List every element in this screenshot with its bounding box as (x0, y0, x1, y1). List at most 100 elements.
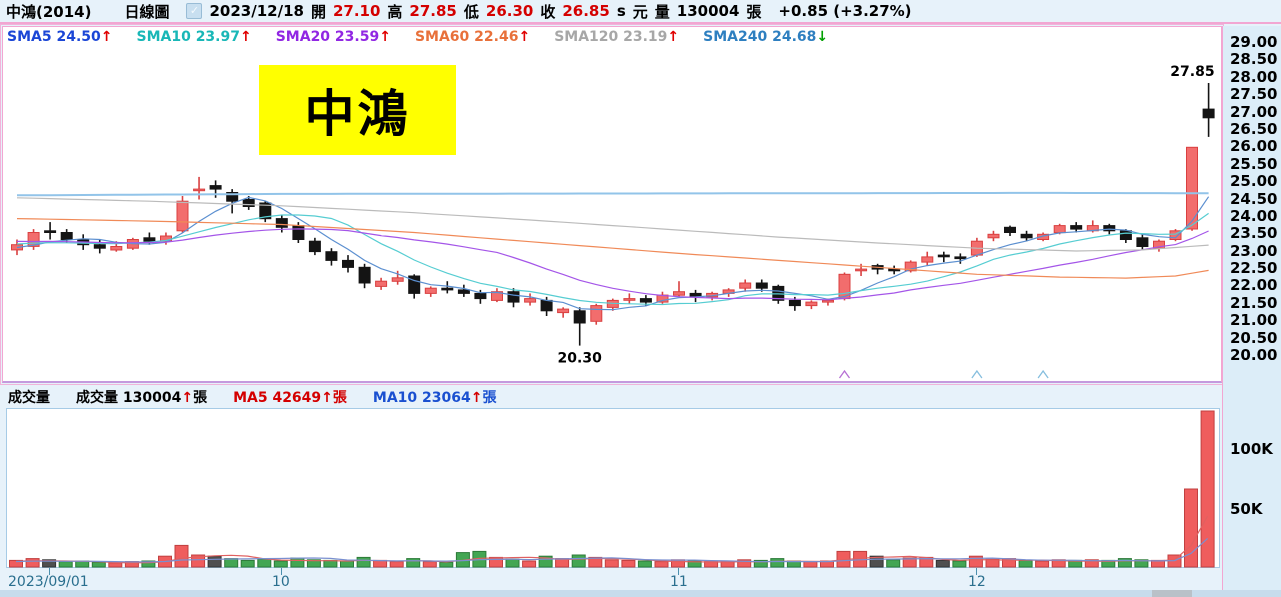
volume-bar (240, 559, 255, 568)
candle-body (259, 202, 272, 220)
currency-unit: 元 (632, 2, 648, 21)
cross-marker-icon (971, 369, 983, 379)
volume-axis-label: 50K (1230, 500, 1263, 518)
period-selector[interactable]: 日線圖 (124, 2, 170, 21)
sma60-line (16, 218, 1209, 279)
price-axis-label: 20.00 (1230, 346, 1278, 364)
volume-ma10-line (15, 537, 1209, 563)
scroll-thumb[interactable] (1152, 590, 1192, 597)
sma-legend-item: SMA240 24.68↓ (703, 29, 828, 45)
price-axis-label: 21.50 (1230, 293, 1278, 312)
candle-body (755, 282, 768, 289)
candle-body (1053, 225, 1066, 234)
volume-bar (621, 559, 636, 568)
price-axis-label: 27.00 (1230, 102, 1278, 121)
volume-bar (141, 560, 156, 568)
date-axis-tick (678, 568, 679, 575)
up-arrow-icon: ↑ (181, 390, 194, 406)
bottom-scroll-strip[interactable] (0, 590, 1281, 597)
candle-body (987, 233, 1000, 239)
candle-body (921, 256, 934, 263)
candle-body (391, 277, 404, 282)
close-label: 收 (540, 2, 556, 21)
volume-bar (886, 559, 901, 568)
sma-legend: SMA5 24.50↑ SMA10 23.97↑ SMA20 23.59↑ SMA60… (7, 29, 828, 45)
candle-body (524, 298, 537, 303)
cross-marker-icon (838, 369, 851, 379)
volume-bar (356, 556, 371, 568)
candle-body (739, 282, 752, 289)
candle-body (60, 232, 73, 240)
candle-body (1119, 230, 1132, 241)
candle-body (540, 299, 553, 312)
price-chart-pane[interactable]: SMA5 24.50↑ SMA10 23.97↑ SMA20 23.59↑ SMA60… (0, 24, 1224, 385)
candle-body (110, 246, 123, 251)
quote-header-bar: 中鴻(2014) 日線圖 ✓ 2023/12/18 開 27.10 高 27.8… (0, 0, 1281, 24)
open-value: 27.10 (332, 2, 381, 20)
candle-body (209, 185, 222, 190)
up-arrow-icon: ↑ (667, 29, 680, 45)
up-arrow-icon: ↑ (470, 390, 483, 406)
volume-bar (654, 561, 669, 568)
up-arrow-icon: ↑ (518, 29, 531, 45)
volume-bar (406, 558, 421, 568)
sma240-line (16, 191, 1209, 197)
candle-body (1136, 237, 1149, 248)
price-axis-label: 29.00 (1230, 33, 1278, 51)
change-value: +0.85 (+3.27%) (778, 2, 912, 20)
candle-body (904, 261, 917, 272)
price-axis-label: 22.50 (1230, 259, 1278, 278)
candle-body (408, 275, 421, 294)
volume-bars-chart[interactable] (2, 408, 1220, 568)
candle-body (954, 256, 967, 260)
volume-bar (1134, 559, 1149, 568)
sma-legend-text: SMA120 23.19 (554, 29, 668, 45)
volume-bar (687, 560, 702, 568)
candle-body (1169, 230, 1182, 241)
candle-body (93, 244, 106, 249)
checkbox-icon[interactable]: ✓ (186, 3, 203, 19)
volume-bar (770, 558, 785, 568)
price-candlestick-chart[interactable]: 20.30 27.85 (3, 27, 1221, 380)
sma-legend-text: SMA5 24.50 (7, 29, 101, 45)
volume-bar (902, 557, 917, 568)
sma120-line (16, 197, 1209, 252)
sma-legend-item: SMA5 24.50↑ (7, 29, 112, 45)
price-axis-label: 20.50 (1230, 328, 1278, 347)
volume-bar (42, 559, 57, 568)
price-axis-label: 26.00 (1230, 137, 1278, 156)
candle-body (673, 291, 685, 296)
candle-body (1037, 233, 1050, 241)
candle-body (937, 254, 950, 258)
volume-chart-pane[interactable] (6, 408, 1220, 568)
volume-bar (538, 555, 553, 568)
volume-bar (257, 558, 272, 568)
high-value: 27.85 (409, 2, 457, 20)
candle-body (788, 299, 801, 307)
volume-axis-label: 100K (1230, 440, 1273, 458)
volume-bar (273, 560, 288, 568)
volume-unit: 張 (746, 2, 762, 21)
volume-bar (224, 558, 239, 568)
up-arrow-icon: ↑ (239, 29, 252, 45)
candle-body (275, 218, 288, 228)
volume-bar (753, 559, 768, 568)
volume-bar (1117, 558, 1132, 568)
candle-body (325, 251, 338, 261)
volume-current: 成交量 130004↑張 (76, 390, 208, 406)
candle-body (441, 287, 454, 291)
date-axis-tick (49, 568, 51, 575)
quote-date: 2023/12/18 (209, 2, 304, 20)
sma10-line (16, 212, 1209, 306)
candle-body (1186, 146, 1198, 230)
candle-body (805, 301, 818, 307)
volume-bar (439, 561, 454, 568)
cross-marker-icon (1037, 369, 1049, 379)
price-axis-label: 21.00 (1230, 311, 1278, 330)
high-label: 高 (387, 2, 403, 21)
volume-bar (505, 558, 520, 568)
stock-symbol: 中鴻(2014) (6, 2, 92, 21)
volume-bar (1200, 410, 1215, 568)
candle-body (623, 298, 636, 301)
